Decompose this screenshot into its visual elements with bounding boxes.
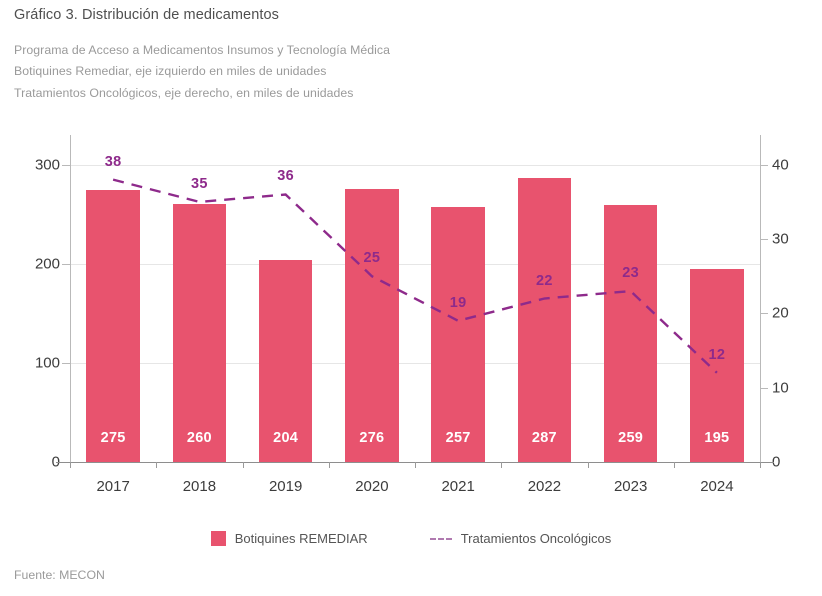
x-axis-label: 2019 [268,478,303,495]
x-axis-label: 2018 [182,478,217,495]
x-axis-tick-mark [328,462,330,468]
bar[interactable] [517,177,572,462]
subtitle-line-1: Programa de Acceso a Medicamentos Insumo… [14,43,391,57]
legend-item-botiquines[interactable]: Botiquines REMEDIAR [210,531,368,546]
chart-legend: Botiquines REMEDIAR Tratamientos Oncológ… [0,531,822,546]
y-axis-label-right: 10 [772,379,789,397]
legend-square-swatch-icon [210,531,226,546]
x-axis-tick-mark [501,462,503,468]
y-axis-label-left: 0 [51,453,60,471]
bar[interactable] [258,259,313,462]
bar[interactable] [345,188,399,462]
legend-item-label: Botiquines REMEDIAR [234,531,368,546]
y-axis-label-right: 30 [772,230,789,248]
bar-value-label: 204 [273,430,299,446]
gridline [70,164,760,166]
x-axis-tick-mark [673,462,675,468]
bar-value-label: 275 [100,430,126,446]
line-value-label: 38 [104,153,122,170]
bar[interactable] [603,205,658,462]
bar[interactable] [172,204,227,462]
y-axis-line-left [70,135,71,463]
line-value-label: 35 [191,175,208,192]
x-axis-tick-mark [587,462,589,468]
subtitle-line-3: Tratamientos Oncológicos, eje derecho, e… [14,86,354,100]
x-axis-label: 2020 [355,478,389,495]
y-axis-tick-mark [62,263,70,265]
line-value-label: 25 [363,250,381,267]
x-axis-tick-mark [156,462,158,468]
line-value-label: 12 [708,346,726,363]
y-axis-label-left: 100 [34,354,60,372]
bar[interactable] [431,207,485,462]
y-axis-line-right [760,135,761,463]
x-axis-tick-mark [760,462,761,468]
bar-value-label: 287 [531,430,557,446]
y2-axis-tick-mark [760,239,768,241]
bar[interactable] [690,268,744,462]
legend-dashed-line-icon [429,537,452,540]
source-note: Fuente: MECON [14,568,105,582]
x-axis-tick-mark [70,462,71,468]
y2-axis-tick-mark [760,164,768,166]
y-axis-tick-mark [62,164,70,166]
bar-value-label: 260 [186,430,212,446]
y-axis-label-right: 20 [772,304,789,322]
x-axis-label: 2024 [700,478,734,495]
x-axis-label: 2023 [613,478,648,495]
bar[interactable] [86,189,140,462]
line-value-label: 19 [449,294,467,311]
x-axis-label: 2021 [441,478,475,495]
line-value-label: 36 [277,168,294,185]
x-axis-tick-mark [242,462,244,468]
x-axis-label: 2017 [96,478,130,495]
legend-item-label: Tratamientos Oncológicos [460,531,612,546]
bar-value-label: 259 [618,430,644,446]
y-axis-label-left: 200 [34,255,60,273]
gridline [70,362,760,364]
line-value-label: 22 [536,272,553,289]
page-title: Gráfico 3. Distribución de medicamentos [14,7,280,23]
bar-value-label: 257 [445,430,471,446]
x-axis-label: 2022 [527,478,562,495]
y2-axis-tick-mark [760,313,768,315]
y2-axis-tick-mark [760,387,768,389]
y-axis-tick-mark [62,362,70,364]
y-axis-label-left: 300 [34,156,60,174]
subtitle-line-2: Botiquines Remediar, eje izquierdo en mi… [14,64,327,78]
line-value-label: 23 [622,265,639,282]
bar-value-label: 195 [704,430,730,446]
y-axis-label-right: 0 [772,453,781,471]
gridline [70,263,760,265]
y-axis-label-right: 40 [772,156,789,174]
bar-value-label: 276 [359,430,385,446]
x-axis-tick-mark [415,462,416,468]
legend-item-oncologicos[interactable]: Tratamientos Oncológicos [429,531,612,546]
